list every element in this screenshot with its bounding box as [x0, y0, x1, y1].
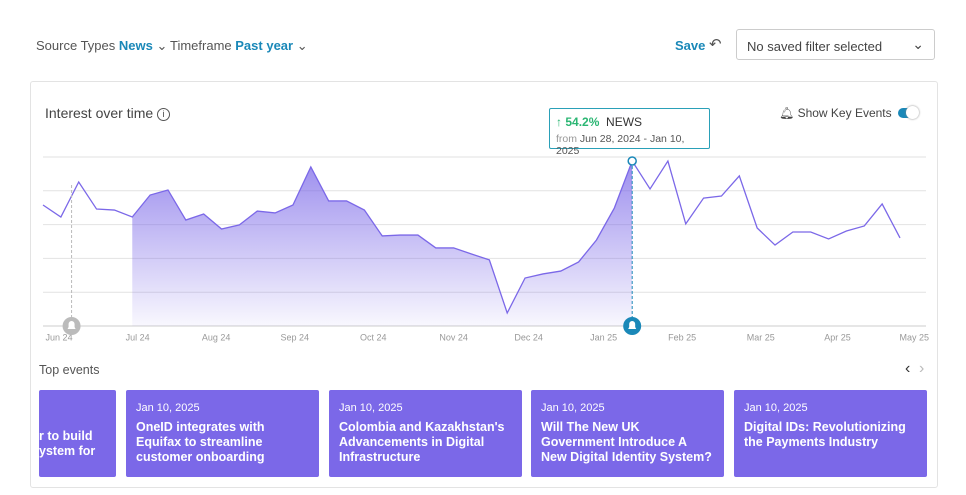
x-tick-label: Nov 24 — [439, 332, 468, 342]
x-tick-label: Apr 25 — [824, 332, 851, 342]
events-title: Top events — [39, 363, 100, 377]
select-text: No saved filter selected — [747, 39, 883, 54]
x-tick-label: Dec 24 — [514, 332, 543, 342]
event-date — [39, 402, 116, 416]
save-button[interactable]: Save — [675, 38, 706, 53]
from: from — [556, 133, 577, 145]
event-title: r to build ystem for — [39, 429, 96, 458]
x-tick-label: Sep 24 — [280, 332, 309, 342]
x-tick-label: Jun 24 — [46, 332, 73, 342]
value: News — [118, 38, 153, 53]
line — [42, 159, 901, 315]
knob — [905, 106, 919, 119]
chevron: ⌄ — [156, 38, 168, 53]
change: ↑ 54.2% — [556, 115, 600, 129]
x-tick-label: Jan 25 — [590, 332, 617, 342]
event-date: Jan 10, 2025 — [136, 402, 200, 414]
key-events-toggle[interactable]: 🔔︎ Show Key Events — [779, 106, 919, 120]
chart: Jun 24 Jul 24 Aug 24 Sep 24 Oct 24 Nov 24 Dec … — [42, 156, 930, 342]
event-card[interactable]: r to build ystem for — [39, 390, 116, 477]
event-title: Digital IDs: Revolutionizing the Payment… — [744, 420, 906, 449]
tooltip-row: ↑ 54.2% NEWS — [556, 115, 703, 129]
saved-filter-select[interactable]: No saved filter selected ⌄ — [736, 29, 935, 60]
event-card[interactable]: Jan 10, 2025 Colombia and Kazakhstan's Ad… — [329, 390, 522, 477]
chevron: ⌄ — [296, 38, 308, 53]
event-date: Jan 10, 2025 — [541, 402, 605, 414]
source-filter[interactable]: Source Types News ⌄ — [36, 38, 167, 54]
x-tick-label: Jul 24 — [126, 332, 150, 342]
timeframe-filter[interactable]: Timeframe Past year ⌄ — [170, 38, 308, 54]
undo-icon[interactable]: ↶ — [709, 36, 722, 53]
chart-title: Interest over time i — [45, 105, 171, 121]
tooltip: ↑ 54.2% NEWS from Jun 28, 2024 - Jan 10,… — [549, 108, 710, 157]
chart-panel — [30, 81, 938, 488]
x-tick-label: Mar 25 — [747, 332, 775, 342]
x-tick-label: May 25 — [900, 332, 930, 342]
value: Past year — [235, 38, 294, 53]
prev-arrow[interactable]: ‹ — [905, 360, 911, 377]
range: Jun 28, 2024 - Jan 10, 2025 — [556, 133, 685, 157]
info-icon[interactable]: i — [157, 108, 171, 121]
toggle-label: Show Key Events — [797, 106, 892, 120]
bell-glyph — [628, 321, 637, 329]
highlight-area — [132, 161, 633, 326]
x-tick-label: Oct 24 — [360, 332, 387, 342]
x-tick-label: Feb 25 — [668, 332, 696, 342]
series: NEWS — [606, 115, 643, 129]
chevron: ⌄ — [912, 36, 924, 52]
event-title: OneID integrates with Equifax to streaml… — [136, 420, 265, 464]
switch — [897, 106, 919, 119]
event-card[interactable]: Jan 10, 2025 OneID integrates with Equifa… — [126, 390, 319, 477]
key-event-point — [627, 156, 637, 166]
next-arrow[interactable]: › — [919, 360, 925, 377]
bell-glyph — [67, 321, 76, 329]
change-value: 54.2% — [565, 115, 600, 129]
event-date: Jan 10, 2025 — [339, 402, 403, 414]
bell-icon: 🔔︎ — [779, 106, 795, 120]
tooltip-range: from Jun 28, 2024 - Jan 10, 2025 — [556, 133, 703, 157]
event-card[interactable]: Jan 10, 2025 Will The New UK Government I… — [531, 390, 724, 477]
x-tick-label: Aug 24 — [202, 332, 231, 342]
title-text: Interest over time — [45, 105, 154, 121]
event-title: Colombia and Kazakhstan's Advancements i… — [339, 420, 505, 464]
label: Timeframe — [170, 38, 232, 53]
event-card[interactable]: Jan 10, 2025 Digital IDs: Revolutionizing… — [734, 390, 927, 477]
label: Source Types — [36, 38, 116, 53]
event-date: Jan 10, 2025 — [744, 402, 808, 414]
event-title: Will The New UK Government Introduce A N… — [541, 420, 712, 464]
